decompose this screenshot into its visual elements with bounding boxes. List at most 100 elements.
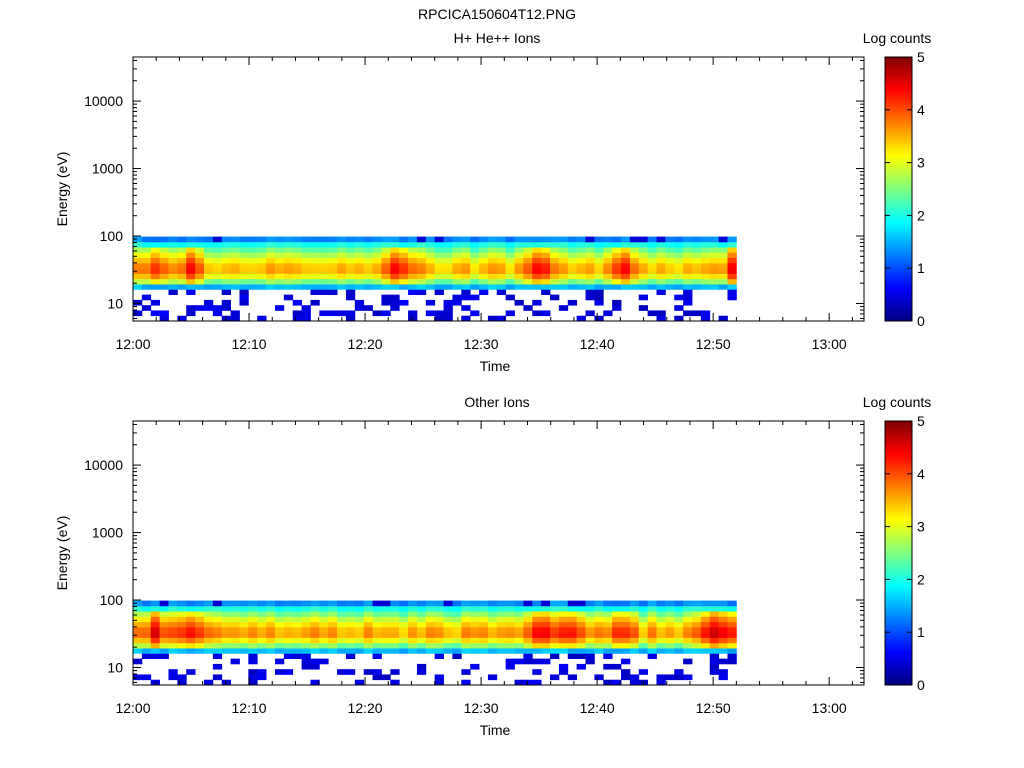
spectrogram-cell: [141, 632, 152, 638]
spectrogram-cell: [629, 626, 640, 633]
spectrogram-cell: [594, 632, 604, 638]
spectrogram-cell: [461, 315, 471, 322]
spectrogram-cell: [274, 252, 285, 259]
spectrogram-cell: [425, 605, 436, 612]
spectrogram-cell: [496, 626, 507, 633]
spectrogram-cell: [479, 262, 489, 269]
spectrogram-cell: [363, 626, 373, 633]
spectrogram-cell: [700, 268, 711, 274]
spectrogram-cell: [141, 241, 152, 248]
spectrogram-cell: [665, 262, 675, 269]
colorbar-tick-label: 4: [917, 102, 925, 118]
spectrogram-cell: [523, 241, 533, 248]
spectrogram-cell: [133, 632, 143, 638]
spectrogram-cell: [656, 642, 666, 649]
spectrogram-cell: [230, 262, 240, 269]
spectrogram-cell: [692, 616, 702, 623]
spectrogram-cell: [585, 600, 595, 607]
spectrogram-cell: [727, 273, 737, 280]
spectrogram-cell: [399, 278, 409, 285]
spectrogram-cell: [656, 621, 666, 628]
spectrogram-cell: [283, 273, 294, 280]
spectrogram-cell: [283, 653, 294, 660]
spectrogram-cell: [408, 616, 418, 623]
spectrogram-cell: [408, 247, 418, 253]
spectrogram-cell: [434, 605, 444, 612]
spectrogram-cell: [479, 611, 489, 617]
spectrogram-cell: [638, 605, 649, 612]
spectrogram-cell: [239, 236, 249, 243]
spectrogram-cell: [470, 632, 480, 638]
spectrogram-cell: [612, 236, 622, 243]
spectrogram-cell: [310, 273, 320, 280]
spectrogram-cell: [452, 257, 462, 264]
spectrogram-cell: [221, 247, 231, 253]
spectrogram-cell: [150, 273, 161, 280]
spectrogram-cell: [195, 632, 205, 638]
spectrogram-cell: [709, 284, 720, 290]
spectrogram-cell: [141, 642, 152, 649]
spectrogram-cell: [443, 284, 453, 290]
spectrogram-cell: [425, 241, 436, 248]
spectrogram-cell: [133, 284, 143, 290]
spectrogram-cell: [550, 257, 560, 264]
spectrogram-cell: [550, 674, 560, 681]
spectrogram-cell: [700, 284, 711, 290]
spectrogram-cell: [621, 236, 631, 243]
spectrogram-cell: [718, 626, 728, 633]
spectrogram-cell: [292, 273, 302, 280]
spectrogram-cell: [257, 632, 267, 638]
spectrogram-cell: [221, 621, 231, 628]
spectrogram-cell: [221, 605, 231, 612]
spectrogram-cell: [727, 642, 737, 649]
spectrogram-cell: [656, 284, 666, 290]
spectrogram-cell: [558, 278, 569, 285]
spectrogram-cell: [141, 257, 152, 264]
spectrogram-cell: [718, 252, 728, 259]
spectrogram-cell: [203, 278, 214, 285]
spectrogram-cell: [603, 663, 613, 670]
spectrogram-cell: [452, 262, 462, 269]
spectrogram-cell: [274, 284, 285, 290]
spectrogram-cell: [319, 247, 329, 253]
spectrogram-cell: [310, 605, 320, 612]
spectrogram-cell: [354, 241, 365, 248]
spectrogram-cell: [532, 236, 542, 243]
spectrogram-cell: [612, 299, 622, 306]
spectrogram-cell: [603, 621, 613, 628]
panel-title: Other Ions: [464, 394, 529, 410]
spectrogram-cell: [443, 241, 453, 248]
spectrogram-cell: [505, 600, 515, 607]
spectrogram-cell: [310, 247, 320, 253]
spectrogram-cell: [727, 653, 737, 660]
spectrogram-cell: [274, 273, 285, 280]
spectrogram-cell: [692, 257, 702, 264]
spectrogram-cell: [372, 262, 382, 269]
spectrogram-cell: [159, 637, 169, 644]
spectrogram-cell: [319, 621, 329, 628]
spectrogram-cell: [656, 605, 666, 612]
spectrogram-cell: [567, 278, 578, 285]
spectrogram-cell: [550, 621, 560, 628]
spectrogram-cell: [532, 247, 542, 253]
spectrogram-cell: [514, 648, 524, 654]
spectrogram-cell: [257, 605, 267, 612]
spectrogram-cell: [133, 674, 143, 681]
spectrogram-cell: [274, 605, 285, 612]
spectrogram-cell: [399, 273, 409, 280]
spectrogram-cell: [248, 658, 258, 665]
spectrogram-cell: [443, 600, 453, 607]
spectrogram-cell: [452, 252, 462, 259]
y-tick-label: 10: [107, 659, 123, 675]
spectrogram-cell: [514, 616, 524, 623]
spectrogram-cell: [230, 616, 240, 623]
spectrogram-cell: [239, 621, 249, 628]
spectrogram-cell: [310, 299, 320, 306]
spectrogram-cell: [629, 284, 640, 290]
spectrogram-cell: [248, 669, 258, 675]
spectrogram-cell: [354, 600, 365, 607]
spectrogram-cell: [585, 653, 595, 660]
spectrogram-cell: [399, 600, 409, 607]
spectrogram-cell: [514, 247, 524, 253]
spectrogram-cell: [487, 262, 498, 269]
